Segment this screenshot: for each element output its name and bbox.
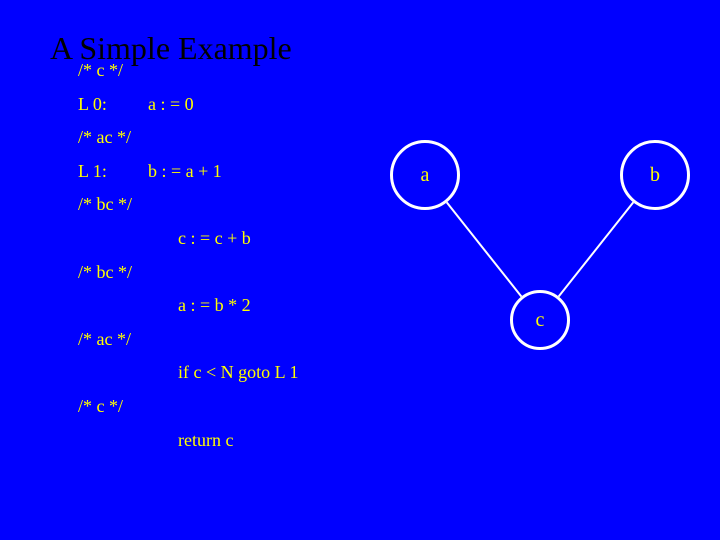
graph-edge: [559, 202, 634, 296]
graph-node-c: c: [510, 290, 570, 350]
code-stmt-l0: a : = 0: [148, 94, 194, 116]
code-comment-1: /* c */: [78, 60, 298, 82]
code-stmt-5: if c < N goto L 1: [178, 362, 298, 384]
code-stmt-l1: b : = a + 1: [148, 161, 222, 183]
code-line-l1: L 1: b : = a + 1: [78, 161, 298, 183]
code-comment-5: /* ac */: [78, 329, 298, 351]
code-line-4: a : = b * 2: [78, 295, 298, 317]
code-comment-3: /* bc */: [78, 194, 298, 216]
graph-diagram: a b c: [380, 140, 700, 400]
code-comment-4: /* bc */: [78, 262, 298, 284]
code-stmt-6: return c: [178, 430, 233, 452]
graph-node-b: b: [620, 140, 690, 210]
code-spacer-4: [78, 295, 148, 317]
code-spacer-6: [78, 430, 148, 452]
code-line-6: return c: [78, 430, 298, 452]
code-comment-6: /* c */: [78, 396, 298, 418]
code-spacer-3: [78, 228, 148, 250]
code-stmt-3: c : = c + b: [178, 228, 251, 250]
graph-edge: [447, 202, 522, 296]
code-label-l1: L 1:: [78, 161, 148, 183]
graph-node-a: a: [390, 140, 460, 210]
code-comment-2: /* ac */: [78, 127, 298, 149]
code-line-l0: L 0: a : = 0: [78, 94, 298, 116]
code-block: /* c */ L 0: a : = 0 /* ac */ L 1: b : =…: [78, 60, 298, 463]
code-label-l0: L 0:: [78, 94, 148, 116]
code-stmt-4: a : = b * 2: [178, 295, 251, 317]
code-line-3: c : = c + b: [78, 228, 298, 250]
code-spacer-5: [78, 362, 148, 384]
code-line-5: if c < N goto L 1: [78, 362, 298, 384]
